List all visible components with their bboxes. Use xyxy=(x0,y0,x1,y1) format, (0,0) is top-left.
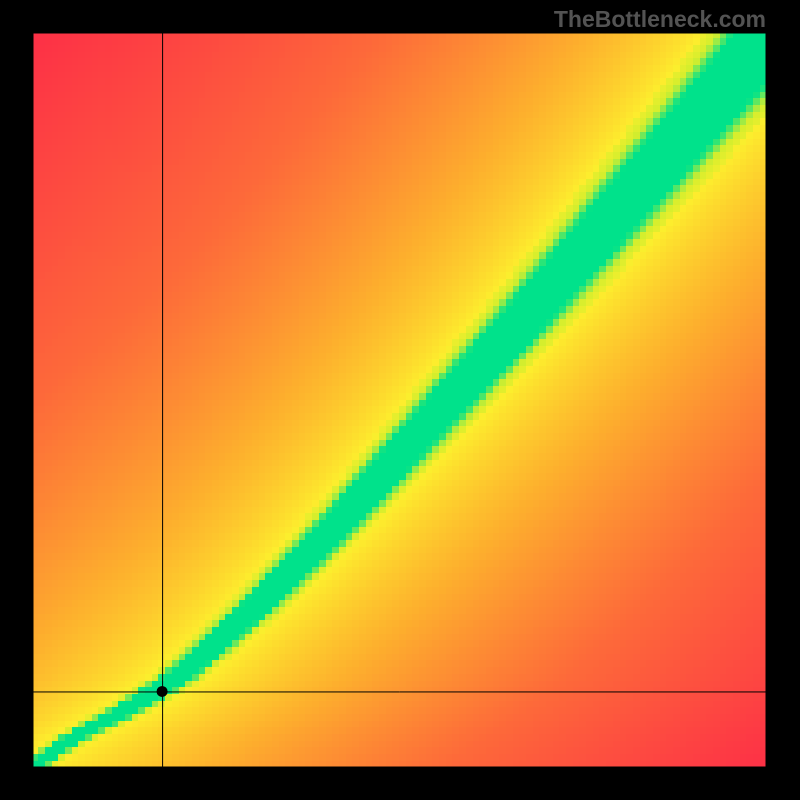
heatmap-canvas xyxy=(32,32,767,768)
heatmap-chart xyxy=(32,32,767,768)
root: TheBottleneck.com xyxy=(0,0,800,800)
watermark-text: TheBottleneck.com xyxy=(554,6,766,33)
